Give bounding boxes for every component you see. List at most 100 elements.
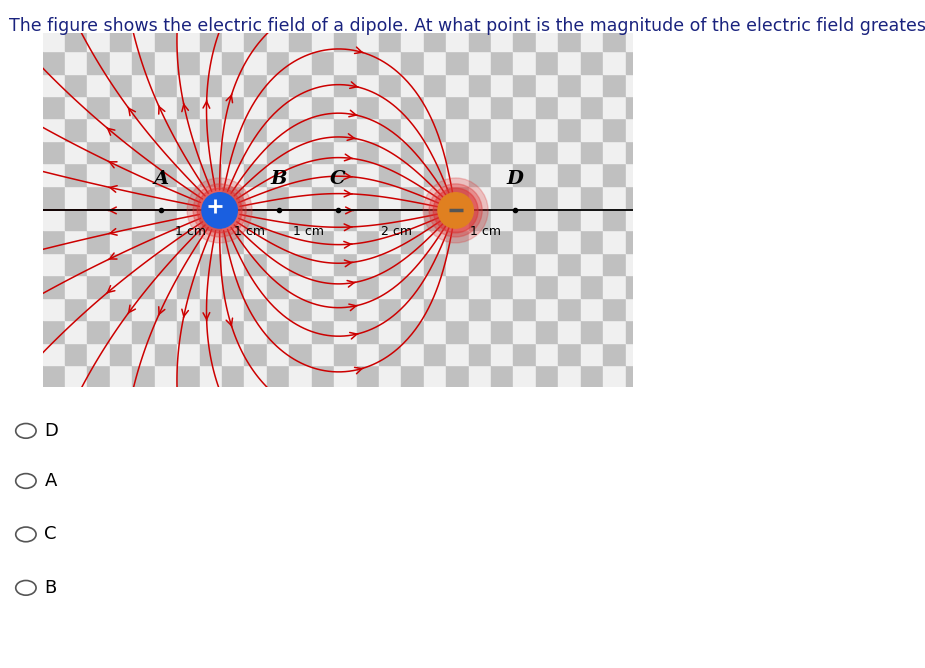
Bar xyxy=(290,320,312,343)
Bar xyxy=(513,230,536,253)
Bar xyxy=(356,275,379,298)
Bar xyxy=(603,230,625,253)
Bar xyxy=(132,29,154,51)
Bar xyxy=(65,320,88,343)
Bar xyxy=(401,275,424,298)
Circle shape xyxy=(429,184,482,237)
Bar xyxy=(491,275,513,298)
Bar xyxy=(266,365,290,387)
Bar xyxy=(536,320,559,343)
Bar xyxy=(132,118,154,141)
Bar xyxy=(43,186,65,208)
Bar xyxy=(356,298,379,320)
Bar xyxy=(446,275,469,298)
Bar xyxy=(536,96,559,118)
Bar xyxy=(379,298,401,320)
Bar xyxy=(200,51,222,73)
Bar xyxy=(491,343,513,365)
Bar xyxy=(625,186,648,208)
Bar xyxy=(446,51,469,73)
Bar xyxy=(513,208,536,230)
Bar xyxy=(401,73,424,96)
Bar xyxy=(65,96,88,118)
Bar xyxy=(154,73,177,96)
Bar xyxy=(110,118,132,141)
Bar xyxy=(88,186,110,208)
Bar xyxy=(446,365,469,387)
Bar xyxy=(424,141,446,163)
Bar xyxy=(491,186,513,208)
Bar xyxy=(88,298,110,320)
Bar xyxy=(110,186,132,208)
Bar xyxy=(43,96,65,118)
Bar xyxy=(491,51,513,73)
Bar xyxy=(177,343,200,365)
Bar xyxy=(200,163,222,186)
Bar xyxy=(200,29,222,51)
Bar xyxy=(132,141,154,163)
Bar xyxy=(513,186,536,208)
Bar xyxy=(536,298,559,320)
Bar xyxy=(244,118,266,141)
Bar xyxy=(603,275,625,298)
Bar xyxy=(290,298,312,320)
Bar xyxy=(88,29,110,51)
Bar xyxy=(65,343,88,365)
Bar xyxy=(581,118,603,141)
Bar xyxy=(424,253,446,275)
Bar xyxy=(65,51,88,73)
Bar xyxy=(446,253,469,275)
Bar xyxy=(334,343,356,365)
Bar xyxy=(290,141,312,163)
Bar xyxy=(334,208,356,230)
Bar xyxy=(177,253,200,275)
Bar xyxy=(110,73,132,96)
Bar xyxy=(222,163,244,186)
Bar xyxy=(625,141,648,163)
Bar xyxy=(603,343,625,365)
Bar xyxy=(379,29,401,51)
Bar xyxy=(356,96,379,118)
Bar xyxy=(559,365,581,387)
Bar xyxy=(513,275,536,298)
Bar xyxy=(177,96,200,118)
Bar xyxy=(88,343,110,365)
Bar xyxy=(88,141,110,163)
Text: 2 cm: 2 cm xyxy=(381,225,413,238)
Bar xyxy=(469,51,491,73)
Bar xyxy=(290,365,312,387)
Bar xyxy=(312,208,334,230)
Bar xyxy=(312,163,334,186)
Bar xyxy=(266,141,290,163)
Bar xyxy=(312,96,334,118)
Text: A: A xyxy=(153,170,168,188)
Bar xyxy=(424,343,446,365)
Bar xyxy=(401,230,424,253)
Bar xyxy=(334,51,356,73)
Bar xyxy=(581,253,603,275)
Bar xyxy=(334,230,356,253)
Bar xyxy=(469,320,491,343)
Bar xyxy=(43,275,65,298)
Bar xyxy=(379,275,401,298)
Bar xyxy=(379,186,401,208)
Bar xyxy=(266,51,290,73)
Bar xyxy=(379,320,401,343)
Bar xyxy=(154,365,177,387)
Bar xyxy=(200,186,222,208)
Bar xyxy=(581,208,603,230)
Bar xyxy=(356,118,379,141)
Bar xyxy=(88,275,110,298)
Bar xyxy=(469,275,491,298)
Bar xyxy=(603,253,625,275)
Bar xyxy=(88,51,110,73)
Bar xyxy=(625,365,648,387)
Bar xyxy=(132,298,154,320)
Bar xyxy=(88,73,110,96)
Bar xyxy=(401,163,424,186)
Bar xyxy=(379,208,401,230)
Bar xyxy=(625,230,648,253)
Bar xyxy=(379,96,401,118)
Bar xyxy=(222,51,244,73)
Bar xyxy=(132,343,154,365)
